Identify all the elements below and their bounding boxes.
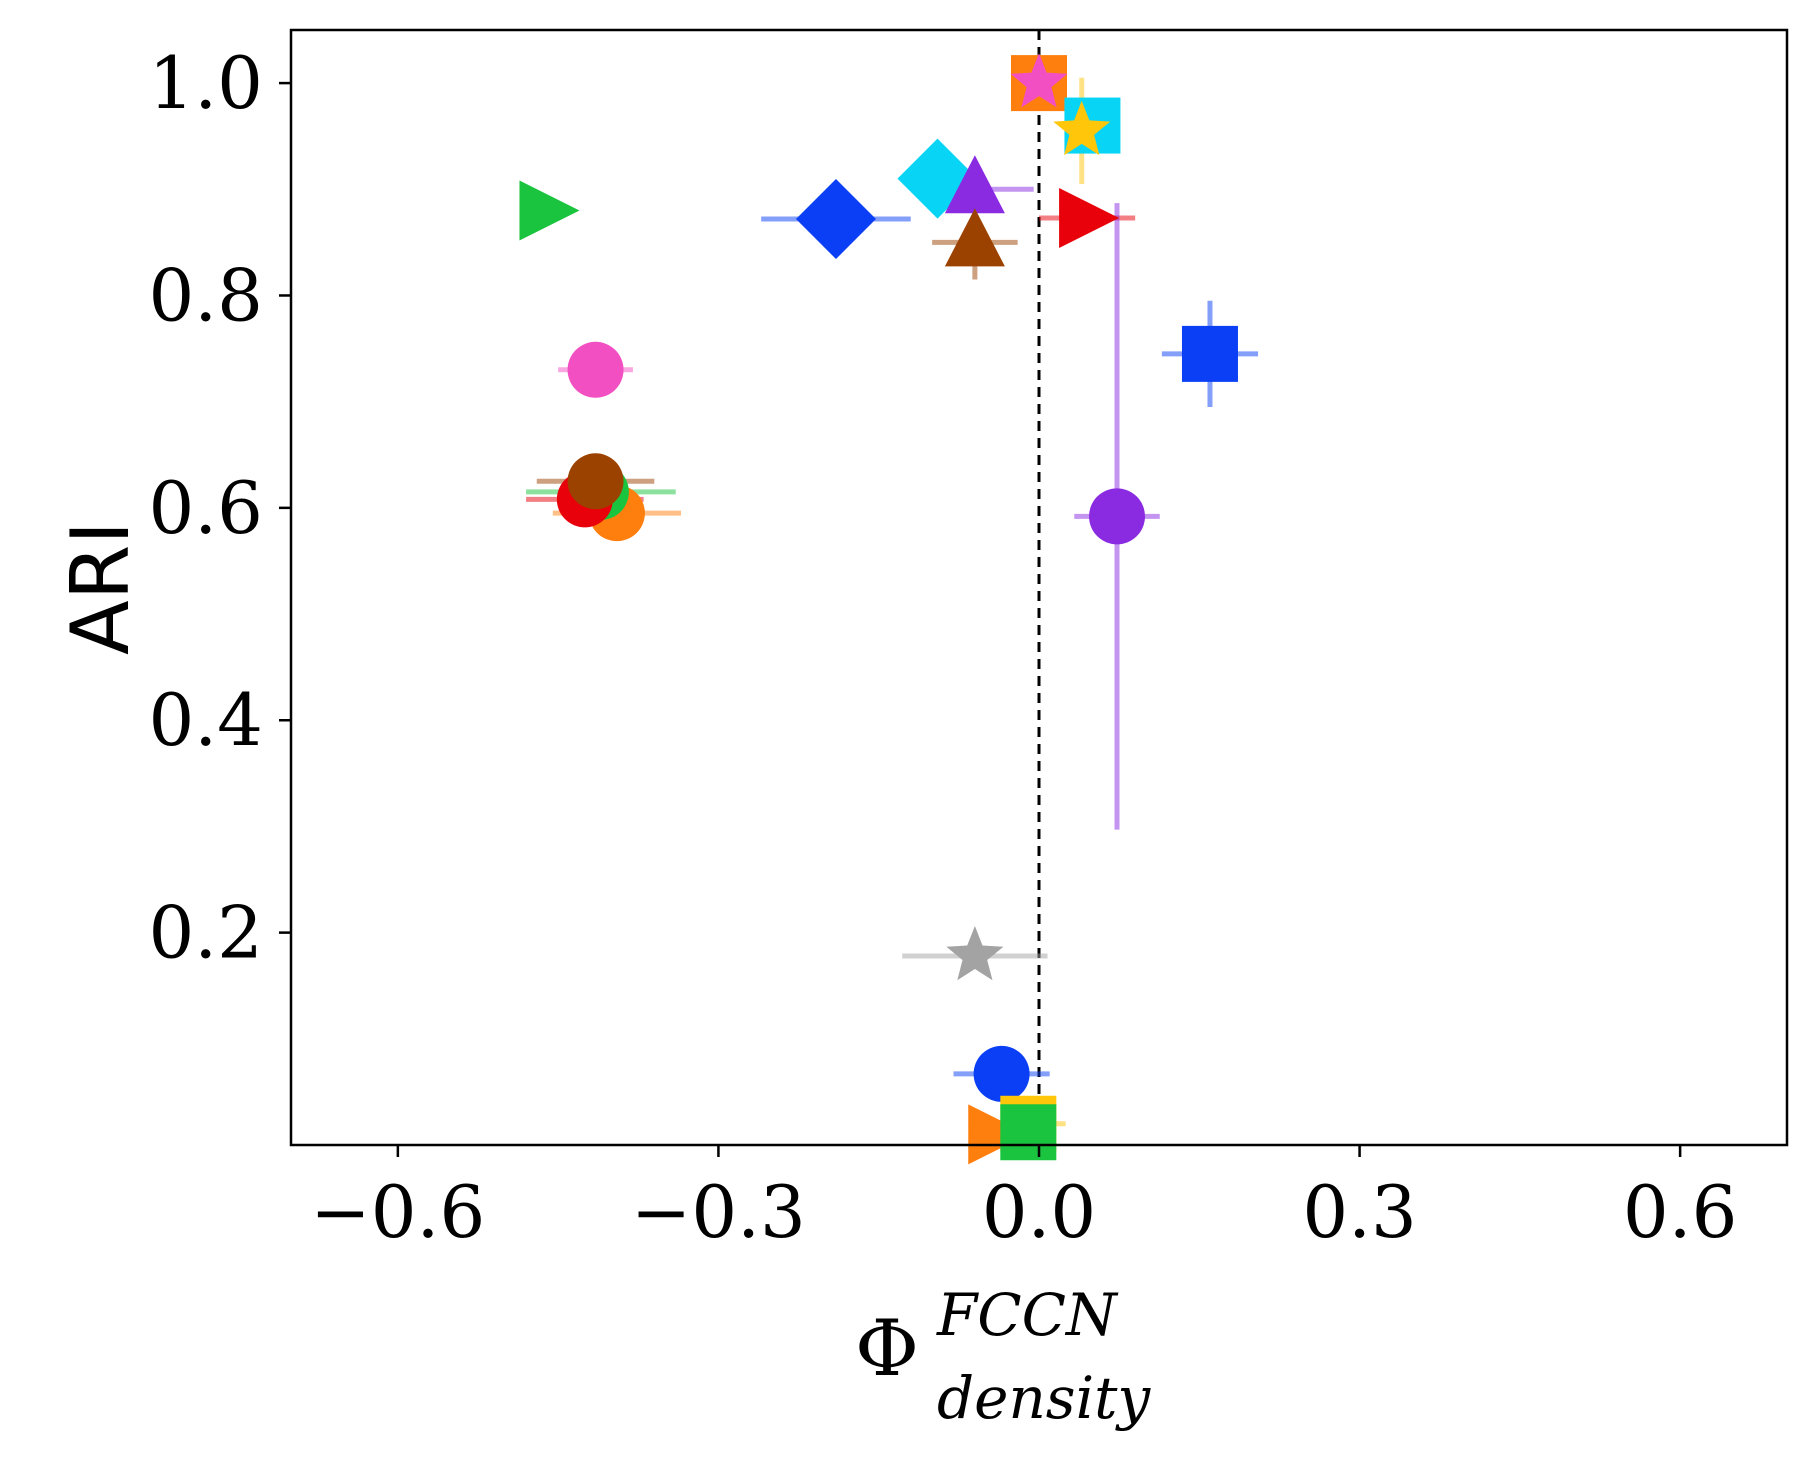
data-point-triangle-right bbox=[968, 1104, 1029, 1165]
y-tick-label: 0.4 bbox=[148, 678, 263, 762]
data-point-circle bbox=[567, 453, 624, 510]
data-point-star bbox=[1053, 100, 1111, 156]
plot-frame bbox=[289, 28, 1789, 1147]
data-point-diamond bbox=[795, 179, 876, 260]
x-tick-label: 0.6 bbox=[1623, 1170, 1738, 1254]
data-point-circle bbox=[1089, 488, 1146, 545]
error-bar-layer bbox=[526, 77, 1259, 1127]
y-tick-label: 1.0 bbox=[148, 41, 263, 125]
data-point-square bbox=[1181, 325, 1238, 382]
data-point-triangle-up bbox=[944, 208, 1005, 267]
y-tick-label: 0.6 bbox=[148, 466, 263, 550]
data-point-triangle-right bbox=[519, 180, 580, 241]
y-axis-label: ARI bbox=[54, 521, 147, 655]
x-axis-label-base: Φ bbox=[855, 1304, 919, 1394]
x-tick-label: −0.6 bbox=[310, 1170, 485, 1254]
data-point-circle bbox=[973, 1045, 1030, 1102]
data-point-circle bbox=[567, 341, 624, 398]
data-point-star bbox=[946, 926, 1004, 981]
x-axis-label-superscript: FCCN bbox=[936, 1281, 1119, 1349]
data-point-star bbox=[1010, 53, 1068, 108]
x-axis-ticks: −0.6 −0.3 0.0 0.3 0.6 bbox=[310, 1145, 1737, 1254]
data-point-triangle-right bbox=[1059, 187, 1120, 248]
x-tick-label: 0.0 bbox=[982, 1170, 1097, 1254]
y-tick-label: 0.2 bbox=[148, 891, 263, 975]
data-point-layer bbox=[519, 53, 1238, 1165]
x-tick-label: 0.3 bbox=[1302, 1170, 1417, 1254]
x-axis-label: Φ FCCN density bbox=[855, 1281, 1151, 1432]
data-point-square bbox=[1000, 1104, 1057, 1161]
x-tick-label: −0.3 bbox=[631, 1170, 806, 1254]
x-axis-label-subscript: density bbox=[937, 1364, 1151, 1432]
y-tick-label: 0.8 bbox=[148, 253, 263, 337]
data-point-triangle-up bbox=[944, 155, 1005, 214]
y-axis-ticks: 0.2 0.4 0.6 0.8 1.0 bbox=[148, 41, 291, 975]
